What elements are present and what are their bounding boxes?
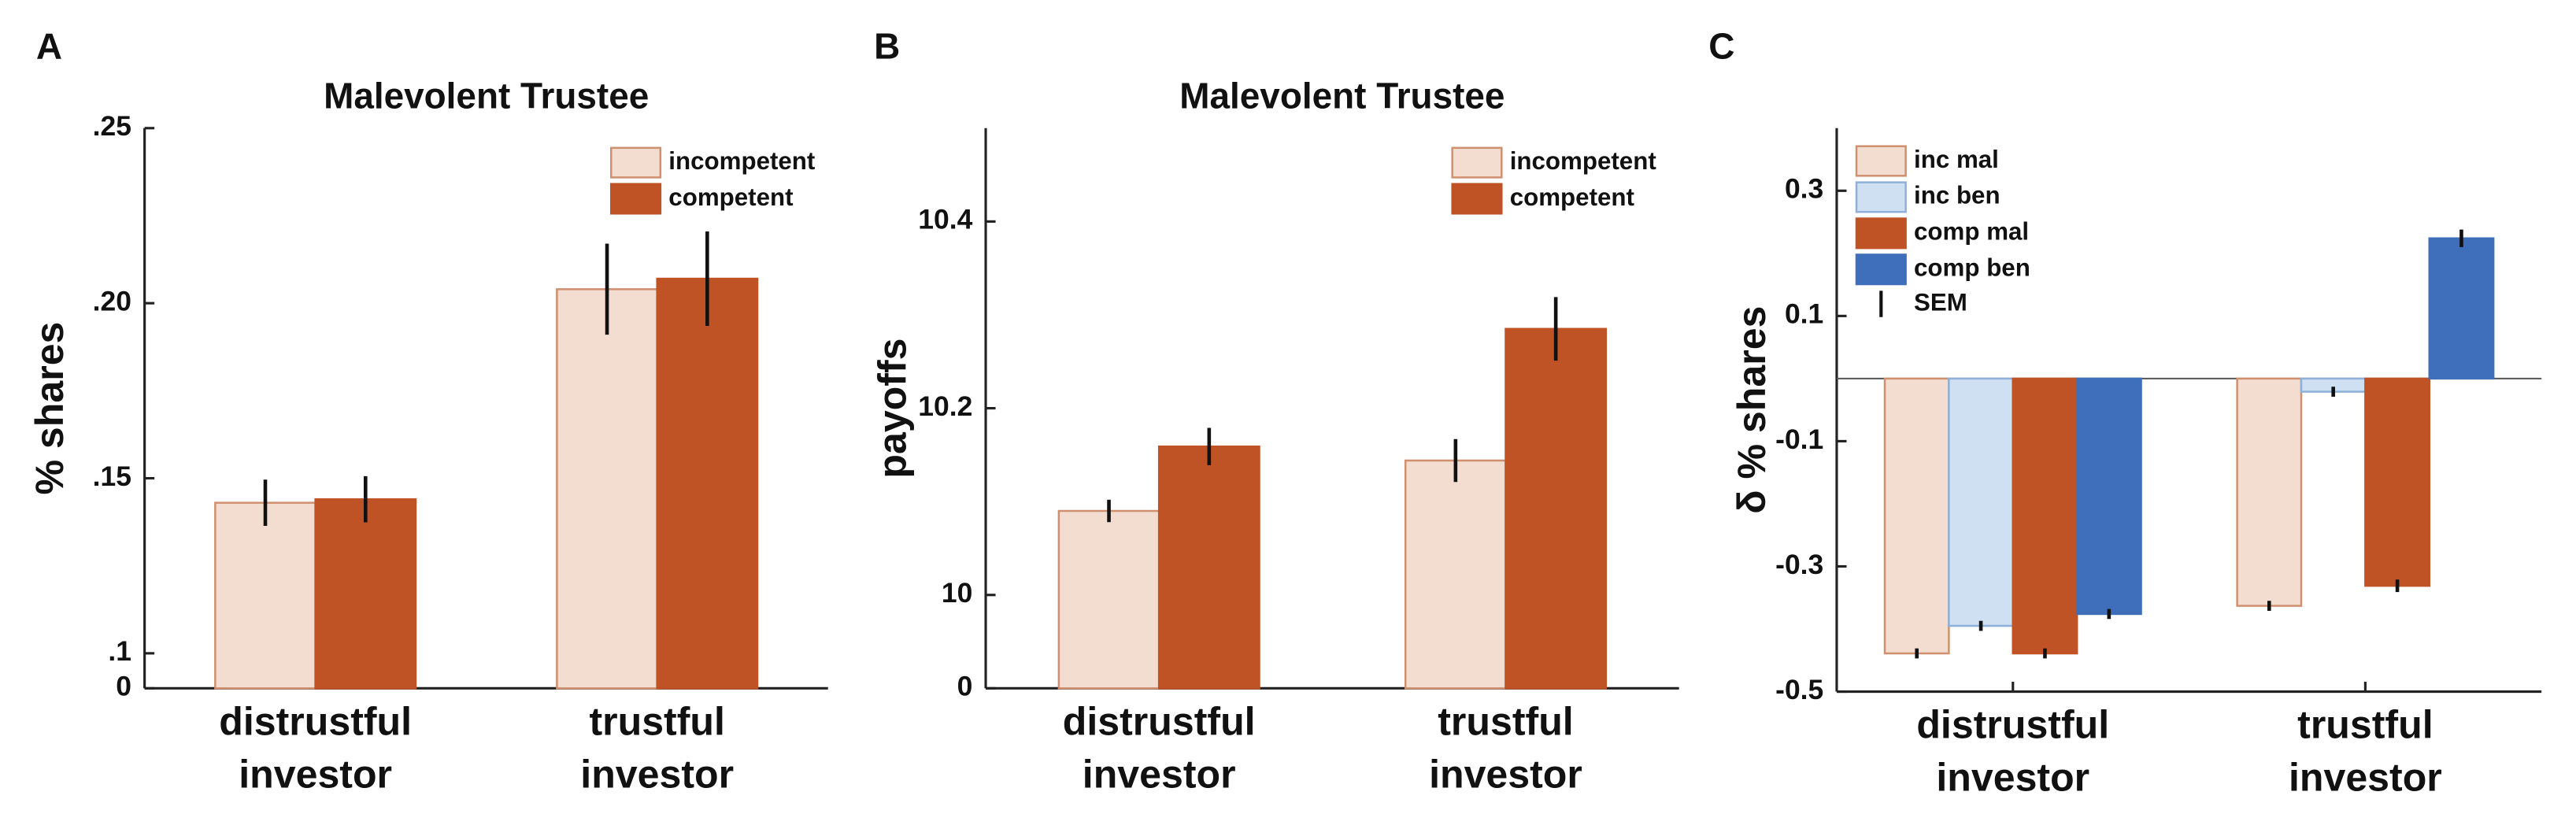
- y-axis-label: % shares: [28, 322, 72, 495]
- y-tick-label: -0.3: [1775, 549, 1823, 580]
- legend-swatch: [1855, 217, 1907, 250]
- x-tick-label: investor: [580, 752, 734, 796]
- bar: [1404, 459, 1507, 690]
- x-tick-label: trustful: [1438, 699, 1573, 743]
- legend-swatch: [1451, 183, 1503, 215]
- legend-label: competent: [668, 183, 794, 211]
- x-tick-label: investor: [2289, 755, 2442, 799]
- chart-title: Malevolent Trustee: [1179, 75, 1505, 116]
- bar: [2236, 377, 2303, 607]
- bar: [2075, 377, 2142, 616]
- legend-swatch: [610, 146, 662, 179]
- x-tick-label: distrustful: [219, 699, 412, 743]
- bar: [2428, 237, 2495, 380]
- panel-label: A: [36, 26, 62, 67]
- y-tick-label: .1: [108, 635, 131, 667]
- bar: [1505, 327, 1608, 690]
- panel-label: B: [874, 26, 900, 67]
- y-axis-label: payoffs: [871, 339, 915, 479]
- x-tick-label: distrustful: [1916, 703, 2109, 747]
- legend-label: incompetent: [668, 147, 816, 175]
- legend-label: SEM: [1914, 288, 1967, 316]
- y-tick-label: .25: [93, 110, 131, 142]
- y-tick-label: 10.4: [918, 204, 972, 235]
- legend-swatch: [1451, 146, 1503, 179]
- legend-label: comp mal: [1914, 218, 2029, 246]
- panel-label: C: [1708, 26, 1734, 67]
- x-tick-label: investor: [1936, 755, 2089, 799]
- legend-label: inc mal: [1914, 146, 1999, 173]
- y-axis-label: δ % shares: [1730, 306, 1774, 514]
- bar: [2012, 377, 2078, 655]
- bar: [556, 288, 658, 690]
- y-tick-label: 10.2: [918, 390, 972, 422]
- bar: [1057, 509, 1160, 690]
- y-tick-label: 10: [942, 577, 972, 609]
- y-tick-label: .20: [93, 286, 131, 317]
- y-tick-label: 0.3: [1785, 173, 1823, 205]
- legend-swatch: [1855, 181, 1907, 213]
- bar: [314, 498, 417, 690]
- chart-title: Malevolent Trustee: [324, 75, 649, 116]
- bar: [214, 501, 316, 690]
- bar: [1157, 445, 1260, 690]
- bar: [2364, 377, 2431, 587]
- y-tick-label: .15: [93, 461, 131, 492]
- x-tick-label: investor: [1083, 752, 1236, 796]
- x-tick-label: investor: [1429, 752, 1582, 796]
- legend-label: competent: [1510, 183, 1635, 211]
- legend-label: incompetent: [1510, 147, 1657, 175]
- x-tick-label: trustful: [2297, 703, 2433, 747]
- legend-swatch: [610, 183, 662, 215]
- x-tick-label: trustful: [589, 699, 724, 743]
- y-tick-label: 0: [957, 671, 973, 702]
- y-tick-label: 0: [116, 671, 131, 702]
- x-tick-label: investor: [239, 752, 392, 796]
- x-tick-label: distrustful: [1063, 699, 1256, 743]
- bar: [1883, 377, 1950, 655]
- legend-label: comp ben: [1914, 254, 2030, 282]
- legend-swatch: [1855, 253, 1907, 286]
- bar: [656, 277, 759, 690]
- y-tick-label: -0.1: [1775, 424, 1823, 455]
- bar: [1948, 377, 2015, 627]
- y-tick-label: -0.5: [1775, 674, 1823, 705]
- y-tick-label: 0.1: [1785, 298, 1823, 330]
- legend-swatch: [1855, 145, 1907, 177]
- legend-label: inc ben: [1914, 182, 2000, 209]
